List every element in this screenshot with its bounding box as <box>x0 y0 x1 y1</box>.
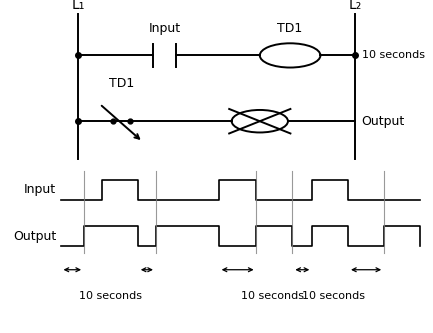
Text: L₁: L₁ <box>71 0 84 12</box>
Text: Output: Output <box>13 230 56 243</box>
Text: Output: Output <box>362 115 405 128</box>
Text: 10 seconds: 10 seconds <box>302 291 365 301</box>
Text: TD1: TD1 <box>109 77 134 90</box>
Text: Input: Input <box>24 183 56 196</box>
Text: Input: Input <box>149 23 181 36</box>
Text: L₂: L₂ <box>349 0 362 12</box>
Text: TD1: TD1 <box>278 22 303 35</box>
Text: 10 seconds: 10 seconds <box>79 291 142 301</box>
Text: 10 seconds: 10 seconds <box>241 291 304 301</box>
Text: 10 seconds: 10 seconds <box>362 50 424 60</box>
